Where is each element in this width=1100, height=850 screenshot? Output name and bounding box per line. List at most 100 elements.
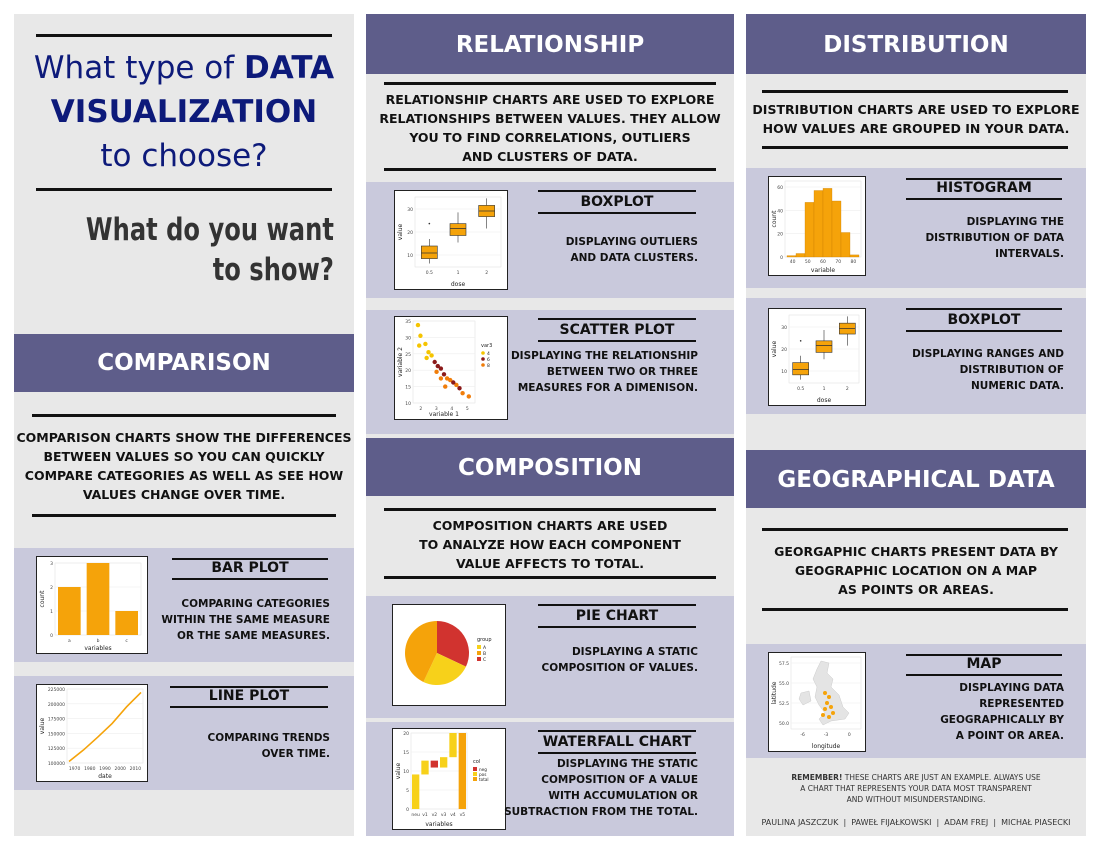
legend-key (477, 645, 481, 649)
box-0.5 (421, 245, 438, 259)
dist-boxplot-band: 10 20 30 0.5 1 2 dose value BOXPLOT DISPLAYING … (746, 298, 1086, 414)
scatter-point (435, 363, 440, 369)
histogram-bin (831, 200, 842, 258)
waterfall-band: 0 5 10 15 20 neu v1 v2 v3 v4 v5 variables value col ne… (366, 722, 734, 836)
left-column: What type of DATA VISUALIZATION to choos… (14, 14, 354, 836)
scatter-point (429, 353, 434, 358)
y-tick-label: 10 (405, 401, 411, 407)
scatter-point (415, 322, 421, 328)
dist-boxplot-thumbnail: 10 20 30 0.5 1 2 dose value (768, 308, 866, 406)
map-point (823, 707, 827, 711)
scatter-point (438, 366, 444, 371)
legend-label: pos (479, 772, 486, 777)
x-tick-label: 2 (419, 406, 422, 412)
x-axis-label: dose (817, 397, 832, 404)
geo-rule-top (762, 528, 1068, 531)
x-tick-label: 2000 (114, 766, 126, 772)
y-tick-label: 2 (50, 585, 53, 591)
box-1 (815, 340, 833, 353)
y-tick-label: 200000 (48, 702, 65, 708)
x-tick-label: 80 (851, 259, 857, 265)
y-tick-label: 10 (403, 769, 409, 775)
distribution-header: DISTRIBUTION (746, 14, 1086, 74)
scatter-point (418, 333, 423, 338)
scatter-point (426, 349, 431, 355)
composition-description: COMPOSITION CHARTS ARE USED TO ANALYZE H… (419, 518, 681, 571)
y-tick-label: 20 (405, 368, 411, 374)
y-tick-label: 3 (50, 561, 53, 567)
legend-label: B (483, 651, 486, 657)
y-tick-label: 15 (403, 750, 409, 756)
x-tick-label: 1 (823, 386, 826, 392)
y-axis-label: latitude (771, 681, 778, 704)
legend-key (477, 651, 481, 655)
waterfall-bar-v4 (449, 733, 457, 758)
pie-slice-A (437, 621, 469, 667)
scatter-point (454, 382, 459, 388)
legend-key (477, 657, 481, 661)
x-tick-label: v3 (441, 812, 447, 818)
geo-description: GEORGAPHIC CHARTS PRESENT DATA BY GEOGRA… (774, 544, 1058, 597)
legend-label: 4 (487, 351, 490, 357)
bar-plot-band: 0 1 2 3 a b c variables count BAR PLOT COMPARING… (14, 548, 354, 662)
histogram-bin (849, 254, 860, 258)
line-plot-title: LINE PLOT (208, 688, 290, 704)
x-tick-label: c (125, 639, 128, 644)
y-tick-label: 100000 (48, 761, 65, 767)
y-axis-label: value (397, 223, 404, 240)
x-tick-label: 5 (466, 406, 469, 412)
scatter-thumbnail: 10 15 20 25 30 35 2 3 4 5 variable 1 variable 2 var3… (394, 316, 508, 420)
x-tick-label: 4 (450, 406, 453, 412)
title-data: DATA (244, 50, 335, 86)
y-tick-label: 175000 (48, 717, 65, 723)
histogram-bin (804, 202, 815, 258)
y-tick-label: 10 (407, 253, 413, 259)
waterfall-bar-v5 (458, 733, 466, 809)
waterfall-bar-neu (412, 774, 420, 809)
x-axis-label: variables (84, 645, 111, 652)
bar-plot-text: COMPARING CATEGORIES WITHIN THE SAME MEA… (161, 598, 330, 642)
distribution-rule-bottom (762, 146, 1068, 149)
scatter-point (432, 359, 437, 365)
legend-key (473, 772, 477, 776)
y-tick-label: 10 (781, 369, 787, 375)
title-top-rule (36, 34, 332, 37)
scatter-point (424, 355, 429, 361)
composition-rule-top (384, 508, 716, 511)
scatter-point (466, 394, 471, 399)
legend-key (473, 777, 477, 781)
right-column: DISTRIBUTION DISTRIBUTION CHARTS ARE USE… (746, 14, 1086, 836)
line-plot-text: COMPARING TRENDS OVER TIME. (207, 732, 330, 760)
x-axis-label: longitude (812, 743, 841, 750)
legend-label: total (479, 777, 489, 782)
legend-key (481, 357, 485, 361)
pie-text: DISPLAYING A STATIC COMPOSITION OF VALUE… (541, 646, 698, 674)
x-tick-label: 3 (435, 406, 438, 412)
histogram-thumbnail: 0 20 40 60 40 50 60 70 80 variable count (768, 176, 866, 276)
x-tick-label: 0.5 (426, 270, 433, 276)
outlier (799, 340, 802, 342)
bar-b (86, 563, 110, 635)
map-point (829, 705, 833, 709)
bar-c (115, 611, 138, 635)
y-tick-label: 30 (407, 207, 413, 213)
land-shape (812, 660, 850, 726)
map-band: 50.0 52.5 55.0 57.5 -6 -3 0 longitude latitude M… (746, 644, 1086, 758)
x-tick-label: v1 (422, 812, 428, 818)
legend-label: 8 (487, 363, 490, 369)
y-tick-label: 20 (407, 230, 413, 236)
dist-boxplot-text: DISPLAYING RANGES AND DISTRIBUTION OF NU… (912, 348, 1064, 392)
waterfall-title: WATERFALL CHART (542, 734, 692, 750)
x-tick-label: a (68, 639, 71, 644)
x-tick-label: v4 (450, 812, 456, 818)
distribution-rule-top (762, 90, 1068, 93)
x-tick-label: 2 (846, 386, 849, 392)
pie-slice-C (405, 621, 437, 682)
x-tick-label: 40 (790, 259, 796, 265)
x-tick-label: 1990 (99, 766, 111, 772)
x-tick-label: 2010 (130, 766, 142, 772)
title-line1: What type of (33, 50, 245, 86)
y-tick-label: 20 (777, 232, 783, 238)
scatter-point (460, 390, 465, 396)
scatter-point (438, 376, 444, 381)
